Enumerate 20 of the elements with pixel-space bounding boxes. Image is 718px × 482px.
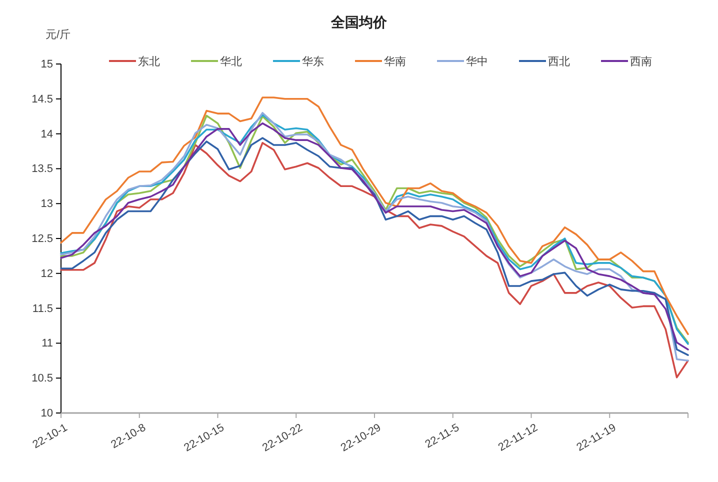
y-axis-title: 元/斤 (45, 28, 71, 41)
legend-label: 华北 (220, 55, 242, 68)
legend-label: 华东 (302, 55, 324, 68)
y-tick-label: 11.5 (32, 302, 53, 315)
legend-label: 华中 (466, 55, 488, 68)
legend-label: 东北 (138, 55, 160, 68)
y-tick-label: 10.5 (32, 372, 53, 385)
y-tick-label: 14 (40, 128, 53, 140)
chart-title: 全国均价 (330, 14, 388, 30)
y-tick-label: 15 (40, 58, 53, 71)
y-tick-label: 11 (42, 338, 53, 350)
y-tick-label: 12 (40, 268, 53, 280)
legend-label: 西北 (548, 55, 570, 68)
y-tick-label: 13.5 (32, 163, 53, 176)
y-tick-label: 14.5 (32, 93, 53, 106)
y-tick-label: 12.5 (32, 233, 53, 246)
y-tick-label: 13 (40, 198, 53, 210)
legend-label: 西南 (630, 55, 652, 68)
legend-label: 华南 (384, 55, 406, 68)
y-tick-label: 10 (40, 408, 53, 420)
